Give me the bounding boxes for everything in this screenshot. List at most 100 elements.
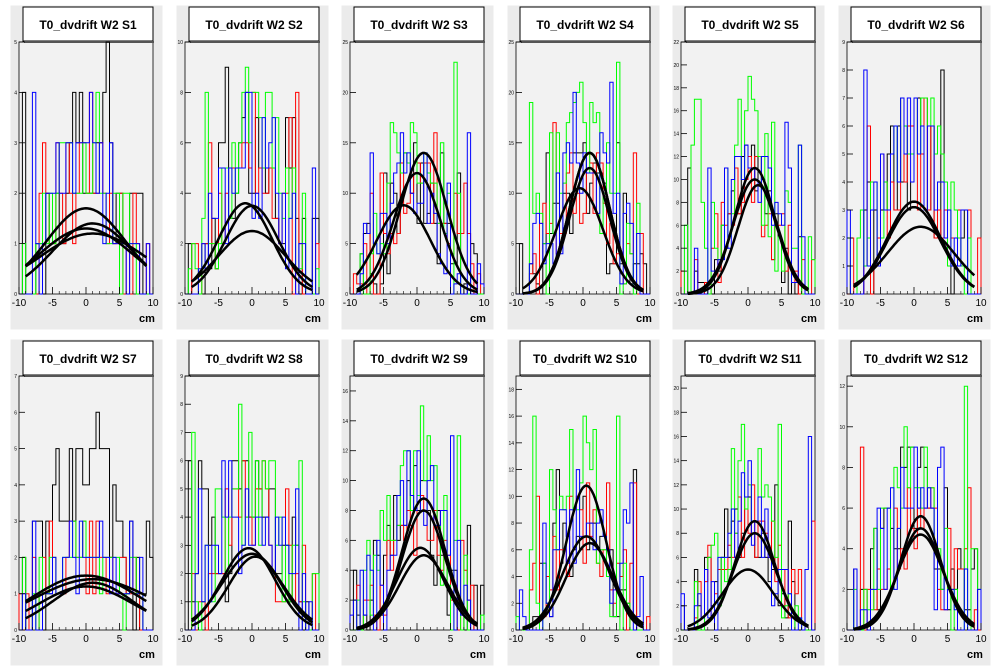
gaussian-fit-2 — [522, 535, 644, 629]
x-tick-label: -10 — [674, 634, 689, 645]
y-tick-label: 1 — [14, 592, 17, 598]
y-tick-label: 2 — [842, 236, 845, 242]
x-axis-label: cm — [470, 649, 486, 661]
histogram-series-3 — [516, 61, 650, 295]
histogram-series-4 — [680, 436, 815, 631]
y-tick-label: 10 — [508, 494, 514, 500]
y-tick-label: 5 — [14, 40, 17, 46]
y-tick-label: 14 — [673, 132, 679, 138]
y-tick-label: 2 — [14, 191, 17, 197]
y-tick-label: 6 — [511, 548, 514, 554]
gaussian-fit-3 — [687, 183, 809, 296]
histogram-panel-3: T0_dvdrift W2 S3 -10 -5 0 5 10 cm 0 5 10 15 20 25 — [340, 4, 495, 331]
y-tick-label: 9 — [842, 40, 845, 46]
histogram-panel-8: T0_dvdrift W2 S8 -10 -5 0 5 10 cm 0 1 2 3 4 5 6 7 8 9 — [175, 338, 330, 667]
y-tick-label: 10 — [342, 191, 348, 197]
y-tick-label: 0 — [180, 628, 183, 634]
title-box — [188, 6, 320, 42]
x-tick-label: 0 — [249, 634, 255, 645]
y-tick-label: 0 — [842, 292, 845, 298]
histogram-panel-4: T0_dvdrift W2 S4 -10 -5 0 5 10 cm 0 5 10 15 20 25 — [506, 4, 661, 331]
y-tick-label: 6 — [676, 223, 679, 229]
x-tick-label: -5 — [876, 298, 885, 309]
histogram-series-4 — [847, 446, 982, 631]
x-axis-label: cm — [636, 649, 652, 661]
x-tick-label: 5 — [117, 298, 123, 309]
x-axis-label: cm — [139, 313, 155, 325]
title-box — [684, 340, 816, 376]
y-tick-label: 2 — [511, 601, 514, 607]
y-tick-label: 4 — [14, 483, 17, 489]
gaussian-fit-3 — [522, 186, 644, 293]
gaussian-fit-2 — [25, 581, 147, 620]
y-tick-label: 0 — [14, 292, 17, 298]
y-tick-label: 18 — [673, 86, 679, 92]
y-tick-label: 6 — [180, 141, 183, 147]
x-axis-label: cm — [801, 649, 817, 661]
y-tick-label: 0 — [676, 292, 679, 298]
y-tick-label: 8 — [676, 200, 679, 206]
x-tick-label: -5 — [545, 298, 554, 309]
y-tick-label: 8 — [180, 90, 183, 96]
y-tick-label: 18 — [508, 387, 514, 393]
x-tick-label: 10 — [313, 298, 325, 309]
gaussian-fit-1 — [25, 574, 147, 603]
y-tick-label: 25 — [342, 40, 348, 46]
histogram-series-4 — [185, 91, 319, 295]
y-tick-label: 6 — [676, 555, 679, 561]
histogram-series-3 — [185, 66, 320, 295]
x-axis-label: cm — [470, 313, 486, 325]
gaussian-fit-2 — [190, 552, 314, 621]
gaussian-fit-4 — [25, 577, 147, 604]
x-tick-label: 0 — [414, 634, 420, 645]
y-tick-label: 3 — [842, 208, 845, 214]
x-tick-label: 0 — [911, 634, 917, 645]
y-tick-label: 6 — [180, 459, 183, 465]
panel-title: T0_dvdrift W2 S3 — [370, 18, 468, 32]
y-tick-label: 2 — [14, 555, 17, 561]
y-tick-label: 22 — [673, 40, 679, 46]
x-tick-label: 0 — [745, 298, 751, 309]
x-tick-label: -10 — [509, 298, 524, 309]
y-tick-label: 20 — [508, 90, 514, 96]
x-tick-label: -5 — [214, 298, 223, 309]
panel-title: T0_dvdrift W2 S2 — [205, 18, 303, 32]
y-tick-label: 6 — [345, 538, 348, 544]
gaussian-fit-1 — [24, 207, 148, 268]
y-tick-label: 5 — [14, 447, 17, 453]
x-tick-label: -10 — [840, 298, 855, 309]
histogram-series-1 — [19, 411, 154, 631]
y-tick-label: 8 — [842, 465, 845, 471]
y-tick-label: 3 — [14, 519, 17, 525]
y-tick-label: 18 — [673, 410, 679, 416]
y-tick-label: 12 — [508, 468, 514, 474]
panel-title: T0_dvdrift W2 S11 — [698, 352, 802, 366]
y-tick-label: 4 — [676, 246, 679, 252]
y-tick-label: 7 — [14, 374, 17, 380]
gaussian-fit-3 — [356, 171, 478, 291]
gaussian-fit-4 — [522, 151, 644, 295]
x-tick-label: -5 — [876, 634, 885, 645]
x-axis-label: cm — [636, 313, 652, 325]
histogram-series-4 — [349, 435, 484, 631]
histogram-series-4 — [19, 520, 153, 631]
y-tick-label: 14 — [673, 459, 679, 465]
x-tick-label: 5 — [448, 634, 454, 645]
histogram-series-4 — [185, 460, 319, 631]
y-tick-label: 0 — [345, 292, 348, 298]
y-tick-label: 12 — [839, 384, 845, 390]
y-tick-label: 16 — [673, 434, 679, 440]
y-tick-label: 16 — [673, 109, 679, 115]
x-tick-label: 5 — [614, 298, 620, 309]
x-tick-label: -5 — [214, 634, 223, 645]
x-axis-label: cm — [967, 649, 983, 661]
y-tick-label: 2 — [345, 598, 348, 604]
x-tick-label: 0 — [580, 634, 586, 645]
panel-title: T0_dvdrift W2 S12 — [864, 352, 968, 366]
y-tick-label: 10 — [673, 507, 679, 513]
x-tick-label: 10 — [975, 298, 987, 309]
y-tick-label: 4 — [345, 568, 348, 574]
y-tick-label: 1 — [842, 264, 845, 270]
y-tick-label: 8 — [180, 402, 183, 408]
